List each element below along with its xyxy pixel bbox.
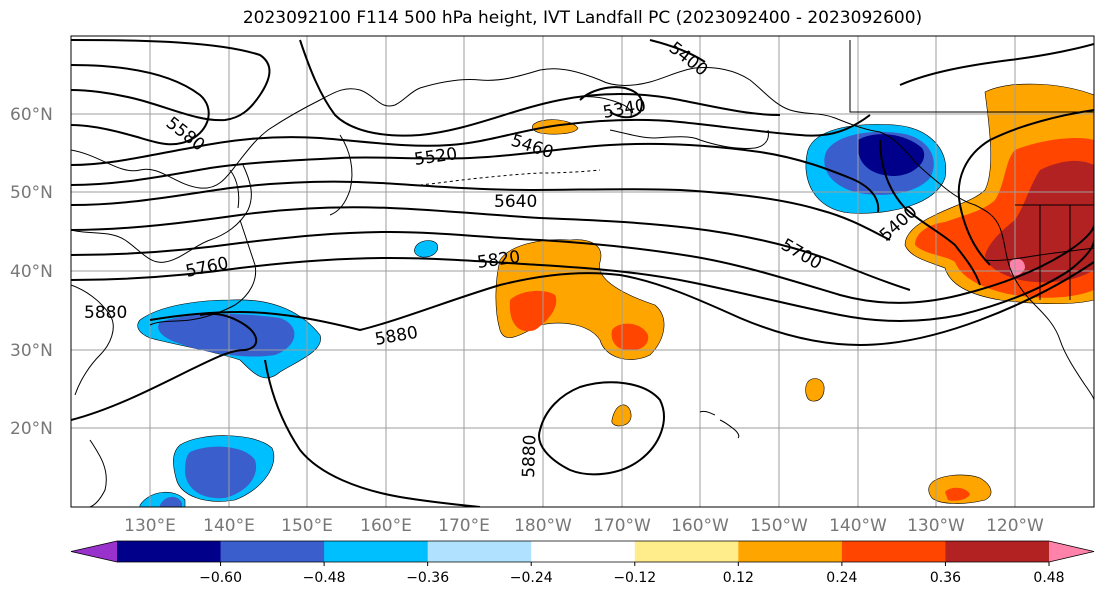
colorbar-tick-label: −0.36 — [406, 570, 449, 586]
colorbar-tick-label: −0.48 — [303, 570, 346, 586]
coastlines — [71, 40, 1094, 507]
height-contours — [71, 39, 1094, 507]
colorbar-tick-label: 0.36 — [930, 570, 961, 586]
lon-label: 130°E — [124, 516, 176, 536]
latitude-labels: 60°N 50°N 40°N 30°N 20°N — [10, 105, 53, 439]
lat-label: 50°N — [10, 183, 53, 203]
lat-label: 60°N — [10, 105, 53, 125]
colorbar-segment — [220, 541, 325, 562]
colorbar-tick-label: −0.60 — [199, 570, 242, 586]
colorbar-segment — [324, 541, 429, 562]
colorbar-segment — [738, 541, 843, 562]
colorbar-extend-max — [1049, 541, 1094, 562]
lon-label: 170°W — [593, 516, 651, 536]
lon-label: 150°W — [750, 516, 808, 536]
map-title: 2023092100 F114 500 hPa height, IVT Land… — [242, 8, 923, 28]
lon-label: 120°W — [986, 516, 1044, 536]
contour-label: 5640 — [494, 192, 537, 212]
lon-label: 160°W — [671, 516, 729, 536]
colorbar-segment — [531, 541, 636, 562]
colorbar-segment — [634, 541, 739, 562]
lon-label: 140°W — [829, 516, 887, 536]
colorbar-tick-label: 0.24 — [826, 570, 857, 586]
colorbar-segment — [945, 541, 1050, 562]
colorbar-tick-label: 0.48 — [1033, 570, 1064, 586]
lon-label: 130°W — [907, 516, 965, 536]
colorbar-segment — [117, 541, 222, 562]
contour-label: 5880 — [519, 434, 540, 478]
lat-label: 40°N — [10, 262, 53, 282]
lon-label: 150°E — [281, 516, 333, 536]
lon-label: 140°E — [203, 516, 255, 536]
colorbar-segment — [841, 541, 946, 562]
colorbar-extend-min — [71, 541, 117, 562]
colorbar: −0.60 −0.48 −0.36 −0.24 −0.12 0.12 0.24 0.36 0.4… — [70, 540, 1095, 586]
map-border — [70, 35, 1095, 508]
lon-label: 170°E — [438, 516, 490, 536]
lat-label: 20°N — [10, 419, 53, 439]
lon-label: 180°W — [514, 516, 572, 536]
colorbar-tick-label: 0.12 — [723, 570, 754, 586]
lon-label: 160°E — [360, 516, 412, 536]
longitude-labels: 130°E 140°E 150°E 160°E 170°E 180°W 170°… — [124, 516, 1044, 536]
contour-label: 5880 — [84, 303, 127, 323]
colorbar-outline — [70, 540, 1095, 563]
colorbar-segment — [427, 541, 532, 562]
colorbar-tick-label: −0.12 — [613, 570, 656, 586]
lat-label: 30°N — [10, 341, 53, 361]
colorbar-tick-label: −0.24 — [510, 570, 553, 586]
